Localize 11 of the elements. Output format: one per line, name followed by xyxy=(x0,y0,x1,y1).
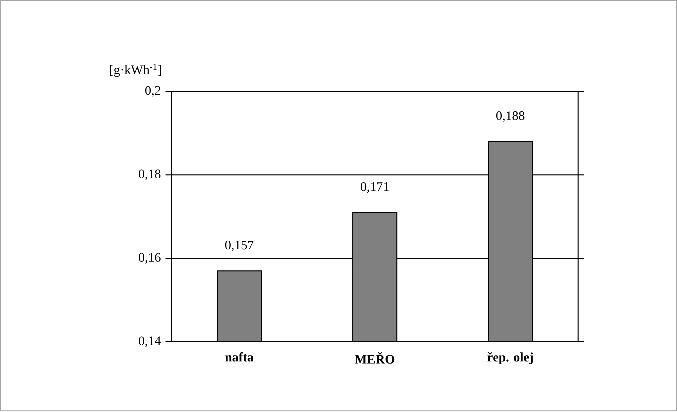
data-label: 0,157 xyxy=(225,241,254,252)
x-tick-label: nafta xyxy=(225,352,254,362)
y-tick-label: 0,16 xyxy=(139,253,161,264)
y-axis-title: [g·kWh$^{-1}$] xyxy=(110,64,162,78)
y-tick-label: 0,2 xyxy=(146,86,161,98)
data-label: 0,188 xyxy=(496,112,525,122)
y-tick-label: 0,14 xyxy=(139,336,162,348)
x-tick-label: MEŘO xyxy=(355,352,395,364)
y-tick-label: 0,18 xyxy=(139,170,161,181)
data-label: 0,171 xyxy=(360,182,389,194)
x-tick-label: řep. olej xyxy=(488,352,534,365)
